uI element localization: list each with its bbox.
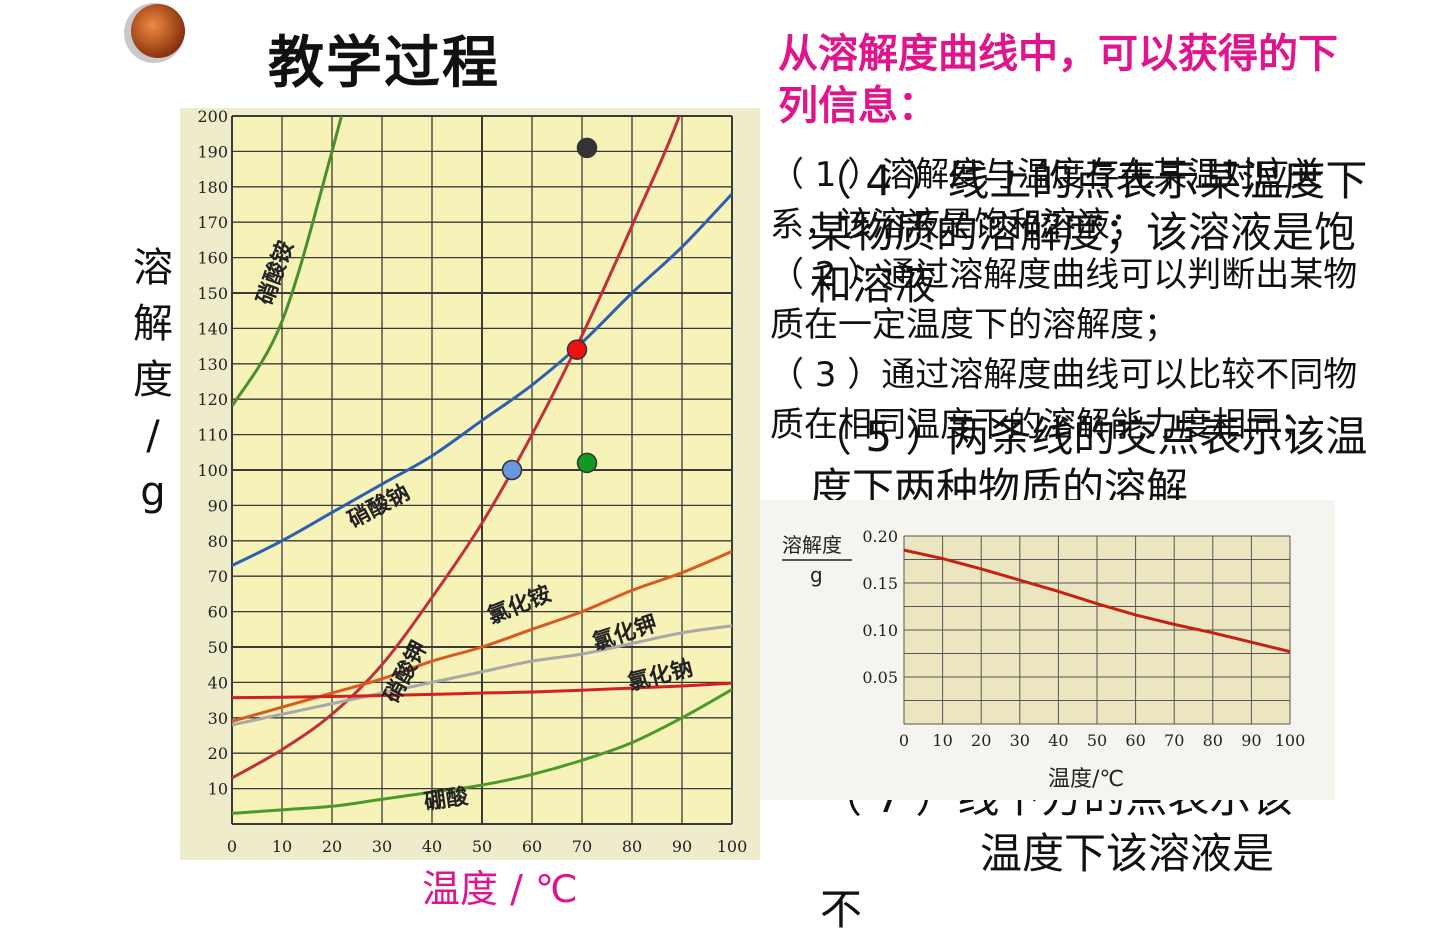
x-tick-label: 40	[422, 837, 442, 856]
bottom-point-7-cont: 温度下该溶液是	[980, 829, 1275, 878]
y-tick-label: 180	[197, 178, 228, 197]
info-heading: 从溶解度曲线中，可以获得的下列信息：	[778, 31, 1338, 129]
y-tick-label: 110	[197, 426, 228, 445]
info-points: （ 1 ）溶解度与温度存在某温对应关系，该溶液是饱和溶液； （ 2 ）通过溶解度…	[770, 150, 1370, 510]
series-line-硝酸钠	[232, 192, 732, 567]
small-y-tick-label: 0.05	[862, 668, 898, 687]
y-axis-label-char: 度	[133, 357, 173, 403]
series-line-氯化钾	[232, 624, 732, 727]
small-x-tick-label: 90	[1241, 731, 1261, 750]
y-axis-label-char: 溶	[133, 245, 173, 291]
series-line-硼酸	[232, 688, 732, 815]
bottom-point-7-end: 不	[820, 885, 863, 934]
y-tick-label: 60	[208, 603, 228, 622]
x-tick-label: 20	[322, 837, 342, 856]
y-tick-label: 120	[197, 390, 228, 409]
y-tick-label: 90	[208, 496, 228, 515]
y-tick-label: 170	[197, 213, 228, 232]
y-tick-label: 200	[197, 108, 228, 126]
y-tick-label: 20	[208, 744, 228, 763]
y-tick-label: 50	[208, 638, 228, 657]
y-tick-label: 30	[208, 709, 228, 728]
x-tick-label: 30	[372, 837, 392, 856]
x-tick-label: 80	[622, 837, 642, 856]
x-tick-label: 0	[227, 837, 237, 856]
gas-solubility-chart: 溶解度 g 温度/℃ 0 10 20 30 40 50 60 70 80 90 100 0.05 0.1…	[760, 500, 1335, 800]
y-tick-label: 100	[197, 461, 228, 480]
x-tick-label: 60	[522, 837, 542, 856]
small-x-tick-label: 50	[1087, 731, 1107, 750]
slide-logo-icon	[124, 3, 185, 63]
y-tick-label: 140	[197, 319, 228, 338]
small-x-tick-label: 30	[1010, 731, 1030, 750]
x-tick-label: 100	[717, 837, 748, 856]
small-y-tick-label: 0.10	[862, 621, 898, 640]
info-point-3: （ 3 ）通过溶解度曲线可以比较不同物质在相同温度下的溶解能力度相同；	[770, 355, 1358, 445]
x-tick-label: 50	[472, 837, 492, 856]
small-x-tick-label: 40	[1048, 731, 1068, 750]
y-tick-label: 40	[208, 673, 228, 692]
small-x-tick-label: 80	[1203, 731, 1223, 750]
small-series-line	[903, 548, 1291, 654]
y-tick-label: 80	[208, 532, 228, 551]
data-point-marker	[566, 339, 588, 360]
info-point-2: （ 2 ）通过溶解度曲线可以判断出某物质在一定温度下的溶解度；	[770, 255, 1358, 345]
x-axis-label: 温度 / ℃	[422, 867, 578, 911]
small-ylabel-top: 溶解度	[782, 533, 842, 557]
y-tick-label: 150	[197, 284, 228, 303]
small-ylabel-unit: g	[810, 563, 823, 587]
small-y-tick-label: 0.20	[862, 527, 898, 546]
series-line-硝酸钾	[232, 116, 681, 780]
data-point-marker	[576, 137, 598, 159]
y-tick-label: 70	[208, 567, 228, 586]
y-axis-label-char: / g	[140, 413, 166, 515]
data-point-marker	[576, 452, 598, 474]
series-line-硝酸铵	[232, 116, 344, 408]
data-point-marker	[501, 459, 523, 481]
small-x-tick-label: 60	[1125, 731, 1145, 750]
small-x-tick-label: 100	[1275, 731, 1306, 750]
small-x-tick-label: 0	[899, 731, 909, 750]
info-point-1: （ 1 ）溶解度与温度存在某温对应关系，该溶液是饱和溶液；	[770, 155, 1324, 245]
small-y-tick-label: 0.15	[862, 574, 898, 593]
overlay-points: （ 4 ）线上的点表示某温度下某物质的溶解度；该溶液是饱和溶液 （ 5 ）两条线…	[810, 155, 1370, 515]
overlay-point-4: （ 4 ）线上的点表示某温度下某物质的溶解度；该溶液是饱和溶液	[810, 156, 1368, 309]
small-x-tick-label: 70	[1164, 731, 1184, 750]
y-tick-label: 10	[208, 780, 228, 799]
x-tick-label: 70	[572, 837, 592, 856]
y-tick-label: 190	[197, 142, 228, 161]
series-label-硼酸: 硼酸	[423, 784, 471, 815]
y-tick-label: 130	[197, 355, 228, 374]
small-x-tick-label: 20	[971, 731, 991, 750]
slide-title: 教学过程	[268, 31, 500, 96]
series-line-氯化钠	[232, 681, 732, 700]
small-x-tick-label: 10	[932, 731, 952, 750]
x-tick-label: 90	[672, 837, 692, 856]
y-axis-label: 溶 解 度 / g	[128, 240, 178, 520]
x-tick-label: 10	[272, 837, 292, 856]
small-xlabel: 温度/℃	[1048, 767, 1124, 792]
y-tick-label: 160	[197, 249, 228, 268]
y-axis-label-char: 解	[133, 301, 173, 347]
